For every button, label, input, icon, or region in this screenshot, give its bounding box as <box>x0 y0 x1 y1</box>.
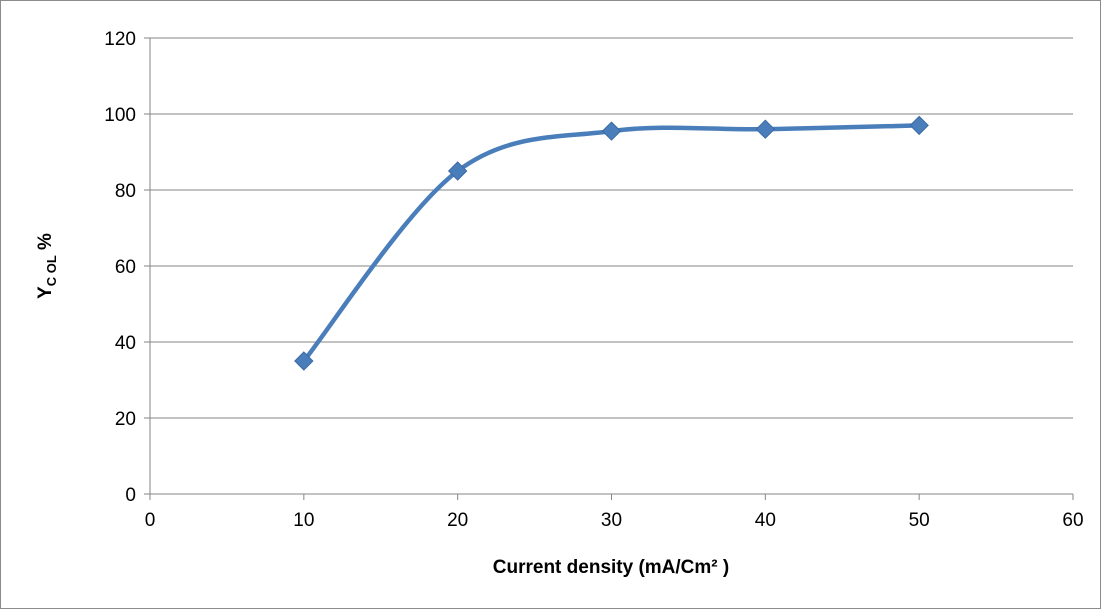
y-axis-title-suffix: % <box>35 233 56 255</box>
y-tick-label-120: 120 <box>104 29 136 50</box>
data-point-x40 <box>755 119 776 139</box>
x-tick-label-30: 30 <box>601 510 622 531</box>
y-axis-title: YC OL % <box>35 233 59 299</box>
x-axis-title: Current density (mA/Cm² ) <box>493 557 729 578</box>
series-line-0 <box>301 123 922 364</box>
data-series <box>301 123 922 364</box>
x-tick-label-10: 10 <box>293 510 314 531</box>
data-point-x30 <box>601 121 622 141</box>
y-axis-title-main: Y <box>35 286 56 299</box>
y-tick-label-40: 40 <box>115 333 136 354</box>
x-tick-label-40: 40 <box>755 510 776 531</box>
axes <box>144 37 1074 500</box>
y-axis-title-subscript: C OL <box>44 255 59 286</box>
data-point-x50 <box>909 115 929 136</box>
data-point-x10 <box>294 351 314 371</box>
x-tick-label-60: 60 <box>1062 510 1083 531</box>
y-tick-label-60: 60 <box>115 257 136 278</box>
gridlines <box>150 37 1073 419</box>
data-markers <box>294 115 929 371</box>
tick-labels: 0 20 40 60 80 100 120 0 10 20 30 40 50 60 <box>104 29 1083 531</box>
y-tick-label-80: 80 <box>115 181 136 202</box>
y-tick-label-20: 20 <box>115 409 136 430</box>
x-tick-label-50: 50 <box>909 510 930 531</box>
x-tick-label-0: 0 <box>145 510 156 531</box>
y-tick-label-100: 100 <box>104 105 136 126</box>
y-tick-label-0: 0 <box>125 485 136 506</box>
x-tick-label-20: 20 <box>447 510 468 531</box>
data-point-x20 <box>447 161 468 181</box>
